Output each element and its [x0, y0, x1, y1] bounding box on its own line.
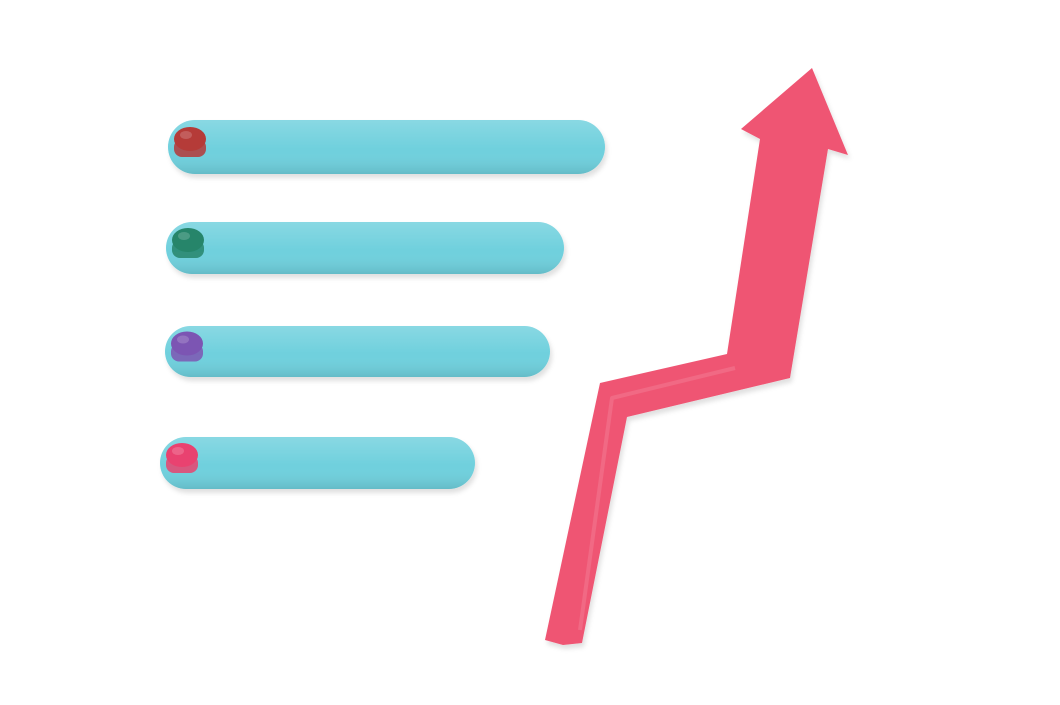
bar-2-peg-highlight [178, 232, 190, 240]
bar-4-peg-highlight [172, 447, 184, 455]
bar-4-shading [160, 437, 475, 489]
bar-4-peg-top [166, 443, 198, 467]
bar-2-shading [166, 222, 564, 274]
bar-1-peg-top [174, 127, 206, 151]
bar-1-shading [168, 120, 605, 174]
bar-4 [160, 437, 475, 489]
bar-3-peg-highlight [177, 335, 189, 344]
bar-3 [165, 326, 550, 377]
bar-1-peg-highlight [180, 131, 192, 139]
bar-3-shading [165, 326, 550, 377]
bars-group [160, 120, 605, 489]
bar-2-peg-top [172, 228, 204, 252]
bar-1 [168, 120, 605, 174]
bar-3-peg-top [171, 331, 203, 356]
bar-2 [166, 222, 564, 274]
growth-arrow-icon [545, 68, 848, 645]
